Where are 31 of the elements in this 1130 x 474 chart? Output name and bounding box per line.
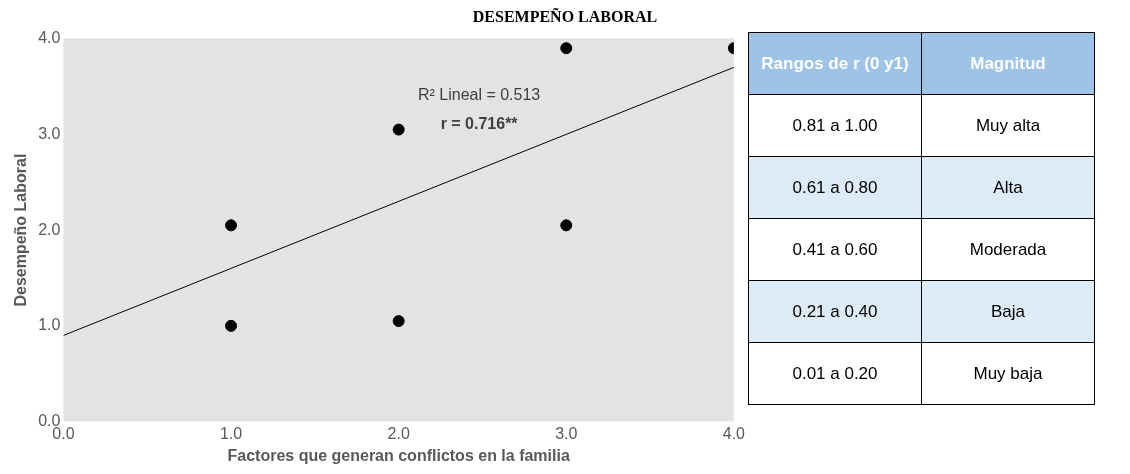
text: Muy baja (921, 342, 1095, 405)
text: Alta (921, 156, 1095, 219)
chart-title: DESEMPEÑO LABORAL (471, 8, 659, 26)
point (560, 42, 573, 55)
x-tick-label: 1.0 (219, 424, 243, 442)
point (225, 219, 238, 232)
x-tick-label: 2.0 (387, 424, 410, 442)
point (392, 123, 405, 136)
x-tick-label: 4.0 (722, 424, 746, 442)
point (392, 315, 405, 328)
text: 0.81 a 1.00 (748, 94, 922, 157)
point (560, 219, 573, 232)
text: 0.61 a 0.80 (748, 156, 922, 219)
y-tick-label: 1.0 (38, 316, 61, 334)
text: Rangos de r (0 y1) (748, 32, 922, 95)
y-tick-label: 3.0 (38, 124, 61, 142)
annotation: R² Lineal = 0.513 (417, 86, 541, 104)
annotation: r = 0.716** (440, 115, 519, 133)
text: Muy alta (921, 94, 1095, 157)
text: 0.21 a 0.40 (748, 280, 922, 343)
x-tick-label: 3.0 (555, 424, 578, 442)
text: 0.01 a 0.20 (748, 342, 922, 405)
text: Magnitud (921, 32, 1095, 95)
text: Moderada (921, 218, 1095, 281)
text: Baja (921, 280, 1095, 343)
point (225, 319, 238, 332)
y-axis-title: Desempeño Laboral (12, 153, 30, 307)
x-axis-title: Factores que generan conflictos en la familia (227, 446, 570, 464)
text: 0.41 a 0.60 (748, 218, 922, 281)
y-tick-label: 2.0 (38, 220, 61, 238)
y-tick-label: 4.0 (38, 29, 61, 47)
